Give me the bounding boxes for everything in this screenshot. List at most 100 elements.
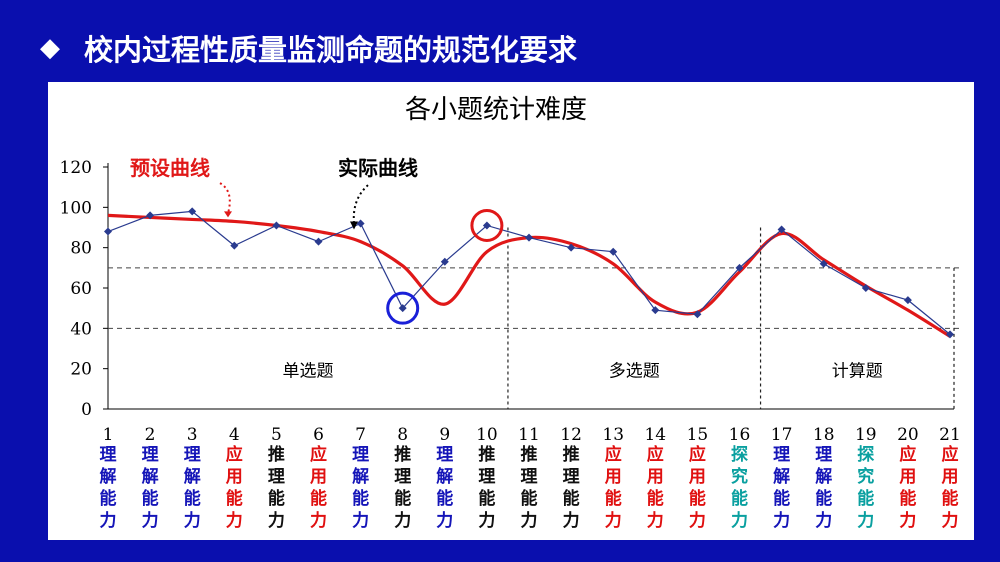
ability-label-char: 用 xyxy=(647,467,664,487)
ability-label-char: 用 xyxy=(942,467,959,487)
ability-label-char: 应 xyxy=(899,444,916,465)
ability-label-char: 力 xyxy=(100,510,117,531)
ability-label-char: 解 xyxy=(352,466,369,487)
ability-label-char: 能 xyxy=(773,488,790,509)
x-tick-label: 18 xyxy=(813,425,835,445)
x-tick-label: 17 xyxy=(771,425,793,445)
chart-title: 各小题统计难度 xyxy=(405,95,587,125)
ability-label-char: 能 xyxy=(142,488,159,509)
ability-label-char: 推 xyxy=(521,444,538,465)
actual-data-point xyxy=(861,284,870,292)
ability-label-char: 力 xyxy=(899,510,916,531)
ability-label-char: 能 xyxy=(689,488,706,509)
ability-label-char: 解 xyxy=(773,466,790,487)
section-label: 单选题 xyxy=(282,362,333,382)
x-tick-label: 21 xyxy=(939,425,961,445)
ability-label-char: 应 xyxy=(942,444,959,465)
ability-label-char: 力 xyxy=(605,510,622,531)
ability-label-char: 解 xyxy=(184,466,201,487)
preset-curve-annotation: 预设曲线 xyxy=(130,156,210,180)
ability-label-char: 用 xyxy=(310,467,327,487)
actual-data-point xyxy=(567,243,576,252)
ability-label-char: 力 xyxy=(773,510,790,531)
ability-label-char: 力 xyxy=(184,510,201,531)
actual-data-point xyxy=(482,221,491,230)
ability-label-char: 解 xyxy=(815,466,832,487)
ability-label-char: 解 xyxy=(436,466,453,487)
actual-curve-annotation: 实际曲线 xyxy=(338,156,418,180)
actual-arrowhead-icon xyxy=(350,221,358,230)
preset-annotation-arrow xyxy=(219,182,231,214)
ability-label-char: 能 xyxy=(100,488,117,509)
ability-label-char: 探 xyxy=(731,444,748,465)
ability-label-char: 能 xyxy=(815,488,832,509)
ability-label-char: 力 xyxy=(394,510,411,531)
actual-data-point xyxy=(146,211,155,220)
x-tick-label: 7 xyxy=(355,425,366,445)
ability-label-char: 推 xyxy=(563,444,580,465)
preset-curve-line xyxy=(107,213,951,338)
ability-label-char: 力 xyxy=(436,510,453,531)
ability-label-char: 应 xyxy=(310,444,327,465)
ability-label-char: 用 xyxy=(226,467,243,487)
x-tick-label: 11 xyxy=(518,425,540,445)
ability-label-char: 能 xyxy=(268,488,285,509)
x-tick-label: 10 xyxy=(476,425,498,445)
section-label: 多选题 xyxy=(609,362,660,382)
ability-label-char: 用 xyxy=(899,467,916,487)
x-tick-label: 4 xyxy=(229,425,240,445)
actual-data-point xyxy=(314,237,323,246)
ability-label-char: 解 xyxy=(100,466,117,487)
y-tick-label: 60 xyxy=(70,279,92,299)
ability-label-char: 理 xyxy=(563,467,580,487)
ability-label-char: 理 xyxy=(142,445,159,465)
ability-label-char: 能 xyxy=(310,488,327,509)
ability-label-char: 能 xyxy=(184,488,201,509)
ability-label-char: 应 xyxy=(647,444,664,465)
ability-label-char: 力 xyxy=(310,510,327,531)
actual-data-point xyxy=(356,219,365,228)
ability-label-char: 理 xyxy=(268,467,285,487)
ability-label-char: 力 xyxy=(142,510,159,531)
y-tick-label: 80 xyxy=(70,239,92,259)
y-tick-label: 0 xyxy=(81,400,92,420)
actual-data-point xyxy=(735,263,744,272)
y-tick-label: 20 xyxy=(70,360,92,380)
ability-label-char: 理 xyxy=(100,445,117,465)
ability-label-char: 能 xyxy=(226,488,243,509)
ability-label-char: 能 xyxy=(478,488,495,509)
actual-data-point xyxy=(946,330,954,339)
ability-label-char: 力 xyxy=(942,510,959,531)
ability-label-char: 理 xyxy=(436,445,453,465)
x-tick-label: 15 xyxy=(687,425,709,445)
actual-data-point xyxy=(188,207,197,216)
actual-data-point xyxy=(693,310,702,319)
ability-label-char: 力 xyxy=(226,510,243,531)
actual-data-point xyxy=(440,257,449,266)
ability-label-char: 理 xyxy=(184,445,201,465)
actual-data-point xyxy=(525,233,533,242)
ability-label-char: 能 xyxy=(521,488,538,509)
ability-label-char: 能 xyxy=(942,488,959,509)
preset-arrowhead-icon xyxy=(224,211,232,218)
ability-label-char: 能 xyxy=(857,488,874,509)
ability-label-char: 能 xyxy=(899,488,916,509)
x-tick-label: 3 xyxy=(187,425,198,445)
x-tick-label: 16 xyxy=(729,425,751,445)
ability-label-char: 应 xyxy=(689,444,706,465)
ability-label-char: 力 xyxy=(521,510,538,531)
actual-data-point xyxy=(398,304,407,313)
diamond-bullet-icon: ◆ xyxy=(40,33,60,63)
ability-label-char: 解 xyxy=(142,466,159,487)
ability-label-char: 究 xyxy=(857,466,874,487)
actual-data-point xyxy=(819,259,828,268)
ability-label-char: 理 xyxy=(352,445,369,465)
chart-panel: 各小题统计难度 0 20 40 60 80 100 120 单选题 多选题 计算题 预设曲线 实际… xyxy=(48,82,974,540)
ability-label-char: 用 xyxy=(689,467,706,487)
y-tick-label: 40 xyxy=(70,319,92,339)
actual-data-point xyxy=(104,227,112,236)
x-tick-label: 19 xyxy=(855,425,877,445)
actual-data-point xyxy=(777,225,786,234)
ability-label-char: 理 xyxy=(394,467,411,487)
